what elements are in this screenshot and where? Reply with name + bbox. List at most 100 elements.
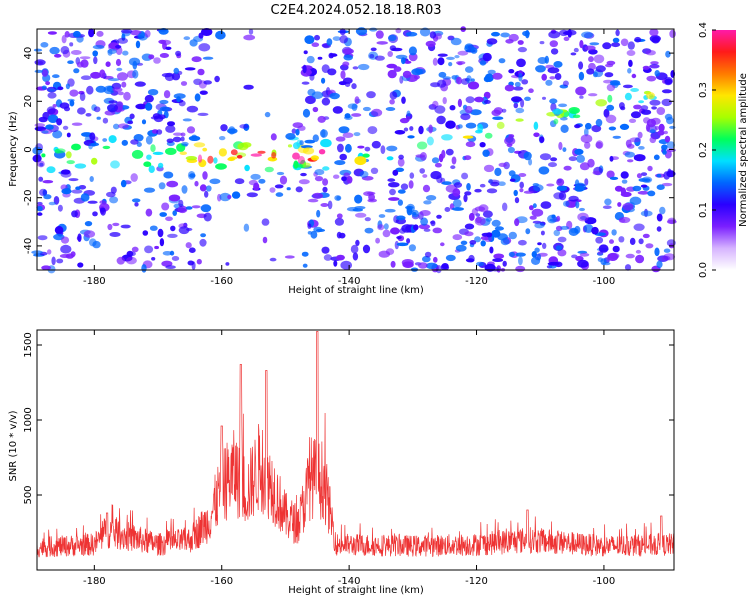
heatmap-cell: [574, 148, 584, 155]
heatmap-cell: [219, 192, 231, 202]
heatmap-cell: [640, 210, 653, 217]
heatmap-cell: [62, 125, 69, 130]
heatmap-cell: [321, 97, 331, 106]
heatmap-cell: [110, 186, 117, 194]
heatmap-cell: [54, 53, 62, 58]
heatmap-cell: [112, 87, 123, 93]
heatmap-cell: [457, 98, 462, 108]
snr-x-tick-label: -160: [210, 576, 233, 587]
heatmap-cell: [36, 205, 43, 212]
colorbar-tick-label: 0.3: [698, 82, 709, 98]
heatmap-cell: [558, 103, 568, 108]
heatmap-cell: [547, 214, 557, 224]
heatmap-cell: [556, 178, 565, 186]
heatmap-cell: [159, 53, 169, 58]
heatmap-cell: [47, 114, 59, 123]
heatmap-cell: [367, 191, 376, 195]
heatmap-cell: [638, 100, 644, 104]
heatmap-cell: [396, 242, 409, 247]
heatmap-cell: [178, 199, 184, 208]
heatmap-cell: [342, 132, 354, 138]
heatmap-cell: [304, 139, 316, 144]
heatmap-cell: [627, 159, 634, 163]
colorbar-tick-label: 0.1: [698, 202, 709, 218]
heatmap-cell: [279, 175, 288, 185]
heatmap-cell: [554, 73, 562, 80]
heatmap-cell: [493, 253, 505, 259]
heatmap-cell: [496, 121, 505, 129]
heatmap-cell: [442, 76, 451, 80]
heatmap-cell: [123, 91, 131, 101]
snr-x-tick-label: -180: [83, 576, 106, 587]
heatmap-cell: [219, 136, 226, 141]
heatmap-cell: [107, 223, 113, 231]
heatmap-cell: [323, 254, 332, 261]
heatmap-cell: [135, 40, 141, 49]
heatmap-cell: [475, 216, 482, 224]
heatmap-cell: [60, 169, 71, 175]
heatmap-cell: [102, 138, 108, 142]
heatmap-cell: [656, 226, 662, 232]
heatmap-cell: [397, 157, 405, 167]
heatmap-cell: [66, 132, 71, 138]
heatmap-cell: [638, 178, 648, 182]
heatmap-cell: [116, 67, 123, 72]
heatmap-cell: [612, 37, 620, 43]
heatmap-cell: [41, 130, 49, 134]
heatmap-cell: [352, 208, 364, 212]
heatmap-cell: [191, 261, 196, 270]
heatmap-cell: [454, 55, 460, 59]
heatmap-cell: [508, 33, 519, 42]
heatmap-cell: [127, 120, 134, 125]
heatmap-cell: [504, 137, 516, 145]
heatmap-cell: [311, 42, 320, 47]
heatmap-cell: [656, 260, 663, 269]
heatmap-cell: [116, 256, 126, 265]
heatmap-cell: [433, 256, 438, 263]
heatmap-cell: [656, 184, 665, 190]
heatmap-cell: [637, 190, 650, 195]
heatmap-cell: [107, 49, 113, 56]
heatmap-cell: [595, 118, 603, 127]
heatmap-cell: [175, 50, 182, 57]
heatmap-cell: [434, 162, 442, 168]
heatmap-cell: [573, 47, 579, 53]
heatmap-cell: [144, 30, 151, 38]
heatmap-cell: [628, 59, 633, 67]
heatmap-cell: [517, 40, 524, 45]
heatmap-cell: [269, 187, 276, 193]
heatmap-cell: [437, 57, 445, 66]
heatmap-cell: [105, 61, 111, 67]
heatmap-cell: [342, 48, 354, 55]
heatmap-cell: [441, 263, 449, 269]
heatmap-cell: [369, 27, 378, 32]
heatmap-cell: [243, 223, 250, 232]
heatmap-cell: [515, 252, 526, 257]
heatmap-cell: [311, 91, 324, 99]
heatmap-cell: [502, 202, 508, 212]
spectrogram-x-tick-label: -180: [83, 276, 106, 287]
heatmap-cell: [465, 96, 475, 104]
heatmap-cell: [626, 50, 636, 56]
heatmap-cell: [557, 249, 567, 257]
heatmap-cell: [179, 151, 187, 155]
heatmap-cell: [620, 171, 629, 179]
heatmap-cell: [479, 60, 487, 66]
heatmap-cell: [49, 46, 60, 55]
heatmap-cell: [201, 28, 213, 36]
heatmap-cell: [389, 188, 396, 196]
heatmap-cell: [550, 48, 559, 55]
heatmap-cell: [191, 205, 201, 209]
heatmap-cell: [315, 228, 326, 232]
heatmap-cell: [354, 194, 363, 204]
heatmap-cell: [408, 46, 417, 56]
heatmap-cell: [41, 265, 51, 271]
heatmap-cell: [602, 205, 612, 209]
heatmap-cell: [173, 132, 183, 136]
heatmap-cell: [539, 41, 545, 45]
heatmap-cell: [333, 174, 340, 179]
heatmap-cell: [640, 184, 648, 188]
heatmap-cell: [303, 50, 308, 55]
heatmap-cell: [112, 222, 120, 227]
heatmap-cell: [611, 229, 617, 236]
